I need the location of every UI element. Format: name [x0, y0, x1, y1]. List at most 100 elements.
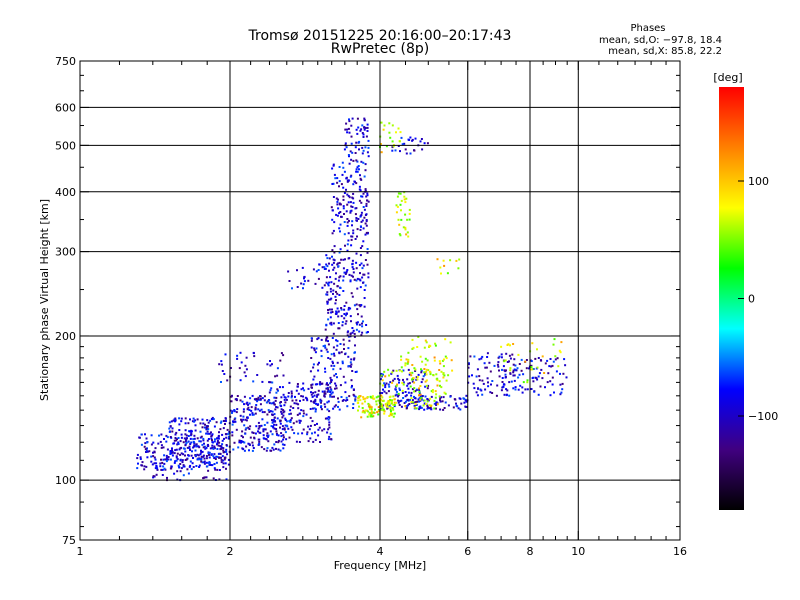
data-point	[336, 203, 339, 206]
data-point	[472, 382, 475, 385]
data-point	[559, 393, 562, 396]
chart-title: Tromsø 20151225 20:16:00–20:17:43	[248, 28, 512, 44]
data-point	[220, 360, 223, 363]
data-point	[234, 420, 237, 423]
data-point	[203, 442, 205, 445]
data-point	[202, 454, 205, 457]
data-point	[386, 407, 389, 410]
data-point	[276, 367, 279, 370]
data-point	[392, 379, 395, 382]
data-point	[300, 395, 303, 398]
data-point	[179, 459, 182, 462]
data-point	[283, 398, 286, 401]
data-point	[277, 434, 280, 437]
data-point	[328, 426, 331, 429]
data-point	[408, 212, 411, 215]
data-point	[419, 385, 422, 387]
data-point	[189, 418, 191, 421]
data-point	[381, 396, 384, 399]
data-point	[175, 431, 178, 434]
data-point	[505, 388, 508, 391]
data-point	[189, 437, 192, 440]
data-point	[334, 404, 337, 407]
data-point	[434, 342, 437, 345]
data-point	[294, 395, 296, 398]
data-point	[350, 386, 353, 389]
data-point	[208, 432, 211, 435]
data-point	[196, 418, 199, 421]
data-point	[331, 308, 333, 311]
data-point	[331, 395, 334, 398]
data-point	[333, 282, 336, 285]
x-tick-label: 8	[527, 545, 534, 558]
data-point	[201, 426, 204, 429]
data-point	[260, 408, 263, 411]
data-point	[544, 362, 547, 365]
data-point	[238, 439, 241, 442]
data-point	[363, 175, 366, 178]
data-point	[222, 447, 225, 450]
data-point	[160, 446, 163, 449]
data-point	[421, 378, 424, 381]
data-point	[203, 476, 206, 479]
data-point	[388, 415, 391, 417]
data-point	[360, 195, 362, 198]
data-point	[420, 406, 423, 409]
data-point	[226, 453, 228, 456]
data-point	[513, 368, 516, 371]
data-point	[273, 423, 276, 426]
data-point	[386, 401, 389, 404]
data-point	[321, 286, 324, 289]
data-point	[355, 207, 358, 210]
data-point	[178, 429, 181, 431]
data-point	[205, 457, 208, 460]
data-point	[204, 423, 206, 426]
data-point	[428, 344, 431, 347]
data-point	[399, 234, 402, 237]
data-point	[344, 258, 346, 261]
data-point	[175, 439, 178, 442]
data-point	[288, 381, 291, 384]
data-point	[345, 312, 348, 315]
data-point	[406, 231, 409, 234]
data-point	[235, 398, 238, 400]
data-point	[360, 304, 363, 307]
data-point	[296, 385, 299, 388]
data-point	[208, 453, 210, 456]
data-point	[546, 359, 549, 362]
data-point	[367, 272, 370, 275]
data-point	[410, 391, 413, 394]
data-point	[258, 443, 261, 445]
data-point	[352, 232, 355, 235]
data-point	[429, 397, 432, 400]
data-point	[224, 433, 227, 436]
data-point	[192, 457, 194, 459]
data-point	[233, 418, 236, 421]
data-point	[398, 233, 401, 235]
data-point	[352, 201, 355, 204]
data-point	[345, 320, 348, 323]
data-point	[165, 454, 168, 457]
data-point	[343, 170, 346, 173]
data-point	[208, 456, 211, 459]
data-point	[180, 417, 183, 420]
data-point	[252, 380, 255, 383]
data-point	[233, 410, 236, 413]
data-point	[361, 276, 364, 279]
data-point	[363, 118, 366, 121]
data-point	[541, 355, 544, 358]
data-point	[362, 281, 364, 284]
data-point	[236, 408, 239, 411]
data-point	[285, 438, 288, 441]
data-point	[267, 440, 270, 443]
data-point	[340, 351, 343, 354]
data-point	[435, 404, 438, 406]
data-point	[284, 431, 287, 434]
data-point	[339, 211, 342, 213]
data-point	[184, 417, 187, 420]
data-point	[218, 431, 220, 434]
data-point	[346, 405, 349, 408]
data-point	[178, 417, 181, 420]
data-point	[247, 406, 250, 409]
data-point	[403, 142, 406, 145]
